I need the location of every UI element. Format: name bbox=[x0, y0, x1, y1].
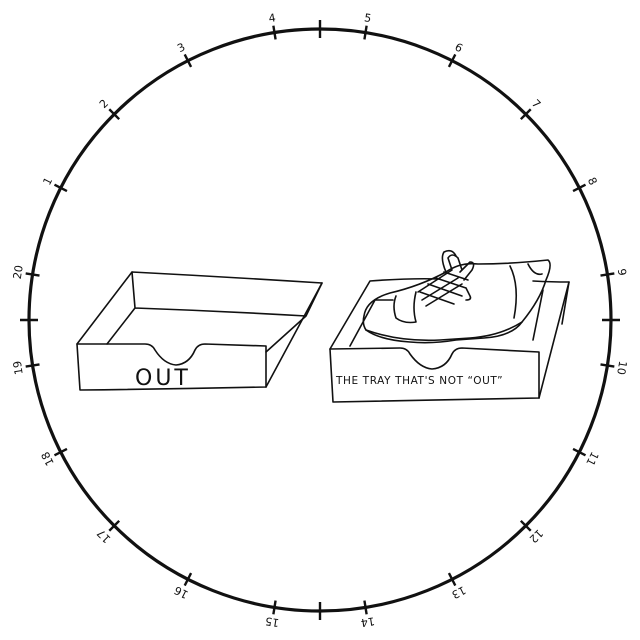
dial-tick bbox=[572, 447, 587, 457]
dial-tick-label: 18 bbox=[39, 450, 57, 468]
right-tray-inner bbox=[349, 281, 570, 347]
left-tray-label: OUT bbox=[135, 366, 191, 391]
dial-tick bbox=[519, 108, 532, 121]
dial-tick bbox=[272, 25, 277, 40]
dial-tick-label: 14 bbox=[360, 614, 376, 629]
dial-tick bbox=[183, 53, 193, 68]
dial-tick-label: 20 bbox=[11, 264, 26, 280]
dial-tick-label: 1 bbox=[40, 175, 55, 187]
dial-tick bbox=[53, 183, 68, 193]
dial-tick-label: 7 bbox=[529, 97, 543, 111]
dial-tick bbox=[363, 25, 368, 40]
left-tray-front bbox=[76, 343, 267, 391]
dial-tick-label: 19 bbox=[11, 360, 26, 376]
dial-tick bbox=[600, 272, 615, 277]
dial-tick bbox=[519, 519, 532, 532]
shoe-sole bbox=[365, 321, 523, 342]
dial-tick bbox=[25, 363, 40, 368]
dial-tick bbox=[447, 53, 457, 68]
dial-tick-label: 3 bbox=[175, 40, 187, 55]
dial-tick-label: 6 bbox=[453, 40, 465, 55]
shoe-toe-cap bbox=[393, 291, 417, 324]
shoe-outline bbox=[362, 259, 551, 344]
dial-tick bbox=[25, 272, 40, 277]
dial-tick-label: 8 bbox=[585, 175, 600, 187]
right-tray-front bbox=[329, 347, 540, 403]
left-tray-rim bbox=[76, 271, 323, 388]
dial-tick-label: 15 bbox=[264, 614, 280, 629]
shoe-laces bbox=[417, 254, 475, 307]
dial-tick bbox=[53, 447, 68, 457]
dial-ticks bbox=[20, 20, 620, 620]
dial-tick-label: 10 bbox=[614, 360, 629, 376]
shoe-heel-counter bbox=[509, 263, 543, 319]
dial-tick bbox=[572, 183, 587, 193]
dial-tick-label: 13 bbox=[450, 583, 468, 601]
left-tray-inner bbox=[106, 271, 323, 353]
dial-tick bbox=[108, 519, 121, 532]
dial-tick bbox=[600, 363, 615, 368]
dial-tick-label: 2 bbox=[97, 97, 111, 111]
dial-tick bbox=[183, 572, 193, 587]
dial-tick bbox=[363, 600, 368, 615]
dial-tick bbox=[447, 572, 457, 587]
left-tray: OUT bbox=[76, 271, 323, 391]
dial-tick-label: 4 bbox=[268, 11, 277, 25]
right-tray: THE TRAY THAT'S NOT “OUT” bbox=[329, 249, 570, 403]
dial-tick-label: 16 bbox=[172, 583, 190, 601]
shoe-drawing bbox=[362, 249, 551, 344]
dial-tick bbox=[108, 108, 121, 121]
dial-tick-label: 11 bbox=[583, 450, 601, 468]
shoe-tongue bbox=[441, 249, 457, 273]
right-tray-caption: THE TRAY THAT'S NOT “OUT” bbox=[335, 375, 503, 387]
dial-tick-label: 9 bbox=[615, 268, 629, 277]
dial-tick bbox=[272, 600, 277, 615]
dial-tick-label: 5 bbox=[363, 11, 372, 25]
